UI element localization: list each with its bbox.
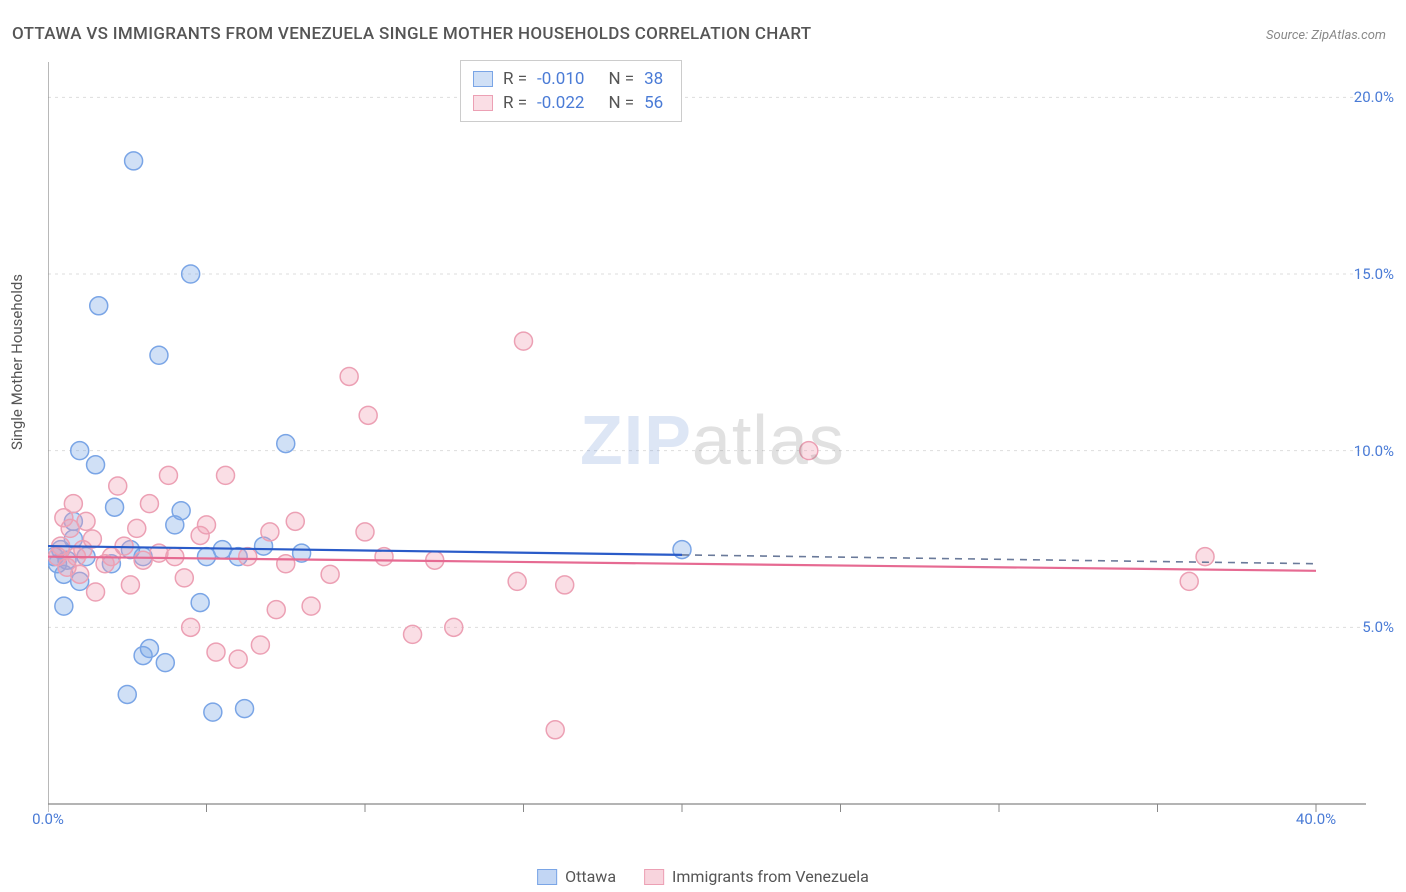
legend-r-value: -0.010 [537,69,584,89]
scatter-point [128,519,146,537]
y-tick-label: 5.0% [1362,618,1394,636]
y-axis-label: Single Mother Households [8,274,26,450]
legend-r-value: -0.022 [537,93,584,113]
y-tick-label: 15.0% [1354,265,1394,283]
scatter-point [156,654,174,672]
scatter-point [71,442,89,460]
legend-correlation-row: R = -0.022 N = 56 [473,91,663,115]
scatter-plot-svg [48,54,1366,834]
scatter-point [356,523,374,541]
scatter-point [359,406,377,424]
scatter-point [277,435,295,453]
legend-r-label: R = [503,69,527,89]
series-legend: Ottawa Immigrants from Venezuela [537,867,869,886]
y-tick-label: 10.0% [1354,442,1394,460]
scatter-point [150,346,168,364]
scatter-point [64,495,82,513]
legend-series-label: Ottawa [565,867,616,886]
scatter-point [229,650,247,668]
legend-swatch [537,869,557,885]
legend-swatch [644,869,664,885]
scatter-point [556,576,574,594]
legend-n-value: 56 [644,93,663,113]
scatter-point [321,565,339,583]
trend-line-extension [682,555,1316,564]
scatter-point [508,572,526,590]
chart-title: OTTAWA VS IMMIGRANTS FROM VENEZUELA SING… [12,24,811,44]
scatter-point [239,548,257,566]
scatter-point [106,498,124,516]
scatter-point [198,516,216,534]
scatter-point [340,367,358,385]
legend-series-label: Immigrants from Venezuela [672,867,869,886]
scatter-point [90,297,108,315]
scatter-point [87,583,105,601]
scatter-point [172,502,190,520]
scatter-point [277,555,295,573]
legend-series-item: Immigrants from Venezuela [644,867,869,886]
scatter-point [121,576,139,594]
scatter-point [71,565,89,583]
legend-n-value: 38 [644,69,663,89]
legend-n-label: N = [608,93,634,113]
scatter-point [546,721,564,739]
scatter-point [140,495,158,513]
scatter-point [83,530,101,548]
scatter-point [404,625,422,643]
y-tick-label: 20.0% [1354,88,1394,106]
legend-r-label: R = [503,93,527,113]
legend-swatch [473,95,493,111]
scatter-point [261,523,279,541]
scatter-point [800,442,818,460]
scatter-point [515,332,533,350]
scatter-point [236,700,254,718]
scatter-point [118,685,136,703]
correlation-legend: R = -0.010 N = 38 R = -0.022 N = 56 [460,60,682,122]
scatter-point [182,618,200,636]
source-attribution: Source: ZipAtlas.com [1266,28,1386,43]
scatter-point [207,643,225,661]
scatter-point [175,569,193,587]
scatter-point [267,601,285,619]
scatter-point [166,548,184,566]
legend-series-item: Ottawa [537,867,616,886]
x-tick-label: 0.0% [32,810,64,828]
scatter-point [204,703,222,721]
scatter-point [217,466,235,484]
legend-correlation-row: R = -0.010 N = 38 [473,67,663,91]
scatter-point [109,477,127,495]
chart-plot-area [48,54,1366,834]
scatter-point [286,512,304,530]
scatter-point [159,466,177,484]
legend-swatch [473,71,493,87]
scatter-point [77,512,95,530]
legend-n-label: N = [608,69,634,89]
scatter-point [1180,572,1198,590]
scatter-point [125,152,143,170]
scatter-point [182,265,200,283]
scatter-point [140,640,158,658]
scatter-point [191,594,209,612]
scatter-point [55,597,73,615]
scatter-point [251,636,269,654]
x-tick-label: 40.0% [1296,810,1336,828]
scatter-point [445,618,463,636]
scatter-point [302,597,320,615]
scatter-point [87,456,105,474]
